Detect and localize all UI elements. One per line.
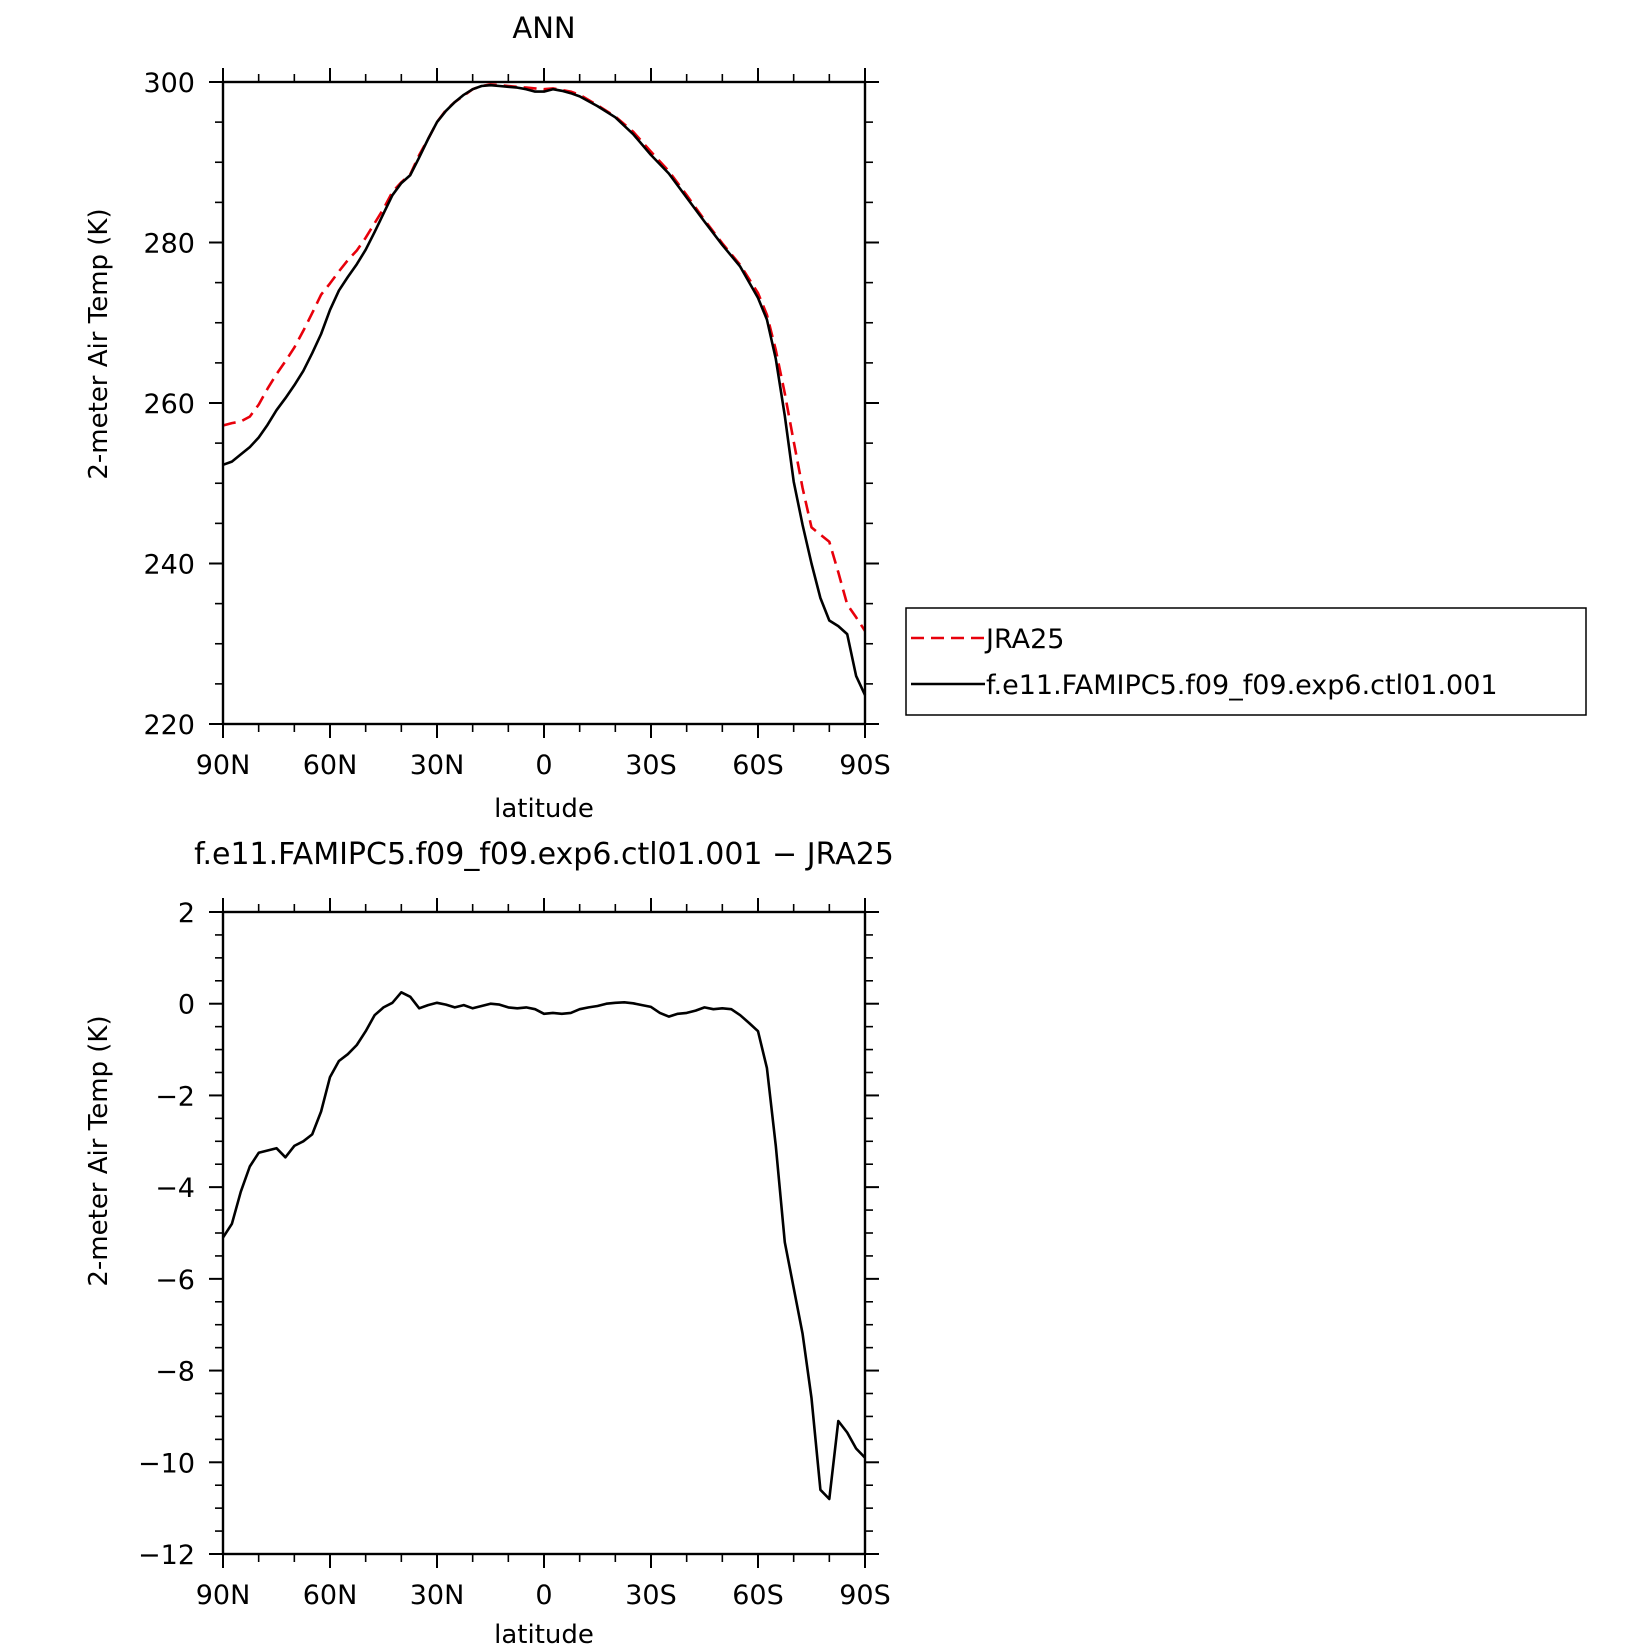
y-tick-label: −8 [155,1357,195,1388]
difference-panel: f.e11.FAMIPC5.f09_f09.exp6.ctl01.001 − J… [84,837,894,1650]
y-tick-label: −12 [138,1540,195,1571]
plot-frame [221,910,867,1556]
difference-title: f.e11.FAMIPC5.f09_f09.exp6.ctl01.001 − J… [194,837,894,872]
y-axis-label: 2-meter Air Temp (K) [84,1015,114,1286]
y-tick-label: 260 [143,389,195,420]
y-tick-labels: 2 0 −2 −4 −6 −8 −10 −12 [138,898,195,1571]
x-tick-label: 30N [410,1580,465,1611]
x-tick-label: 0 [535,1580,552,1611]
chart-title: ANN [512,11,575,45]
x-tick-label: 60S [732,1580,784,1611]
y-tick-label: −4 [155,1173,195,1204]
x-tick-label: 60S [732,750,784,781]
y-tick-label: 280 [143,229,195,260]
x-axis-label: latitude [494,794,594,824]
x-tick-label: 90S [839,1580,891,1611]
series-line-2 [222,83,867,696]
x-tick-label: 90S [839,750,891,781]
legend-label-model: f.e11.FAMIPC5.f09_f09.exp6.ctl01.001 [986,670,1498,701]
y-tick-label: −10 [138,1448,195,1479]
y-tick-label: 2 [178,898,195,929]
x-tick-labels: 90N 60N 30N 0 30S 60S 90S [196,750,891,781]
axis-ticks [209,68,879,738]
y-axis-label: 2-meter Air Temp (K) [84,208,114,479]
x-tick-label: 60N [303,750,358,781]
x-tick-label: 90N [196,1580,251,1611]
y-tick-label: 0 [178,990,195,1021]
axis-ticks [209,898,879,1568]
y-tick-label: −2 [155,1081,195,1112]
series-lines [222,83,867,696]
x-tick-label: 60N [303,1580,358,1611]
legend-box [905,607,1587,716]
x-tick-labels: 90N 60N 30N 0 30S 60S 90S [196,1580,891,1611]
x-tick-label: 30S [625,1580,677,1611]
series-line-1 [222,83,867,632]
plot-frame [221,80,867,726]
legend: JRA25 f.e11.FAMIPC5.f09_f09.exp6.ctl01.0… [905,607,1587,716]
legend-label-jra25: JRA25 [984,624,1064,655]
y-tick-label: 240 [143,550,195,581]
y-tick-labels: 220 240 260 280 300 [143,68,195,741]
x-tick-label: 30N [410,750,465,781]
y-tick-label: 300 [143,68,195,99]
x-tick-label: 0 [535,750,552,781]
annual-zonal-mean-panel: ANN 2-meter Air Temp (K) latitude 90N 60N… [84,11,891,824]
y-tick-label: 220 [143,710,195,741]
series-lines [221,990,866,1501]
x-axis-label: latitude [494,1620,594,1650]
y-tick-label: −6 [155,1265,195,1296]
series-line-1 [221,990,866,1501]
x-tick-label: 30S [625,750,677,781]
x-tick-label: 90N [196,750,251,781]
